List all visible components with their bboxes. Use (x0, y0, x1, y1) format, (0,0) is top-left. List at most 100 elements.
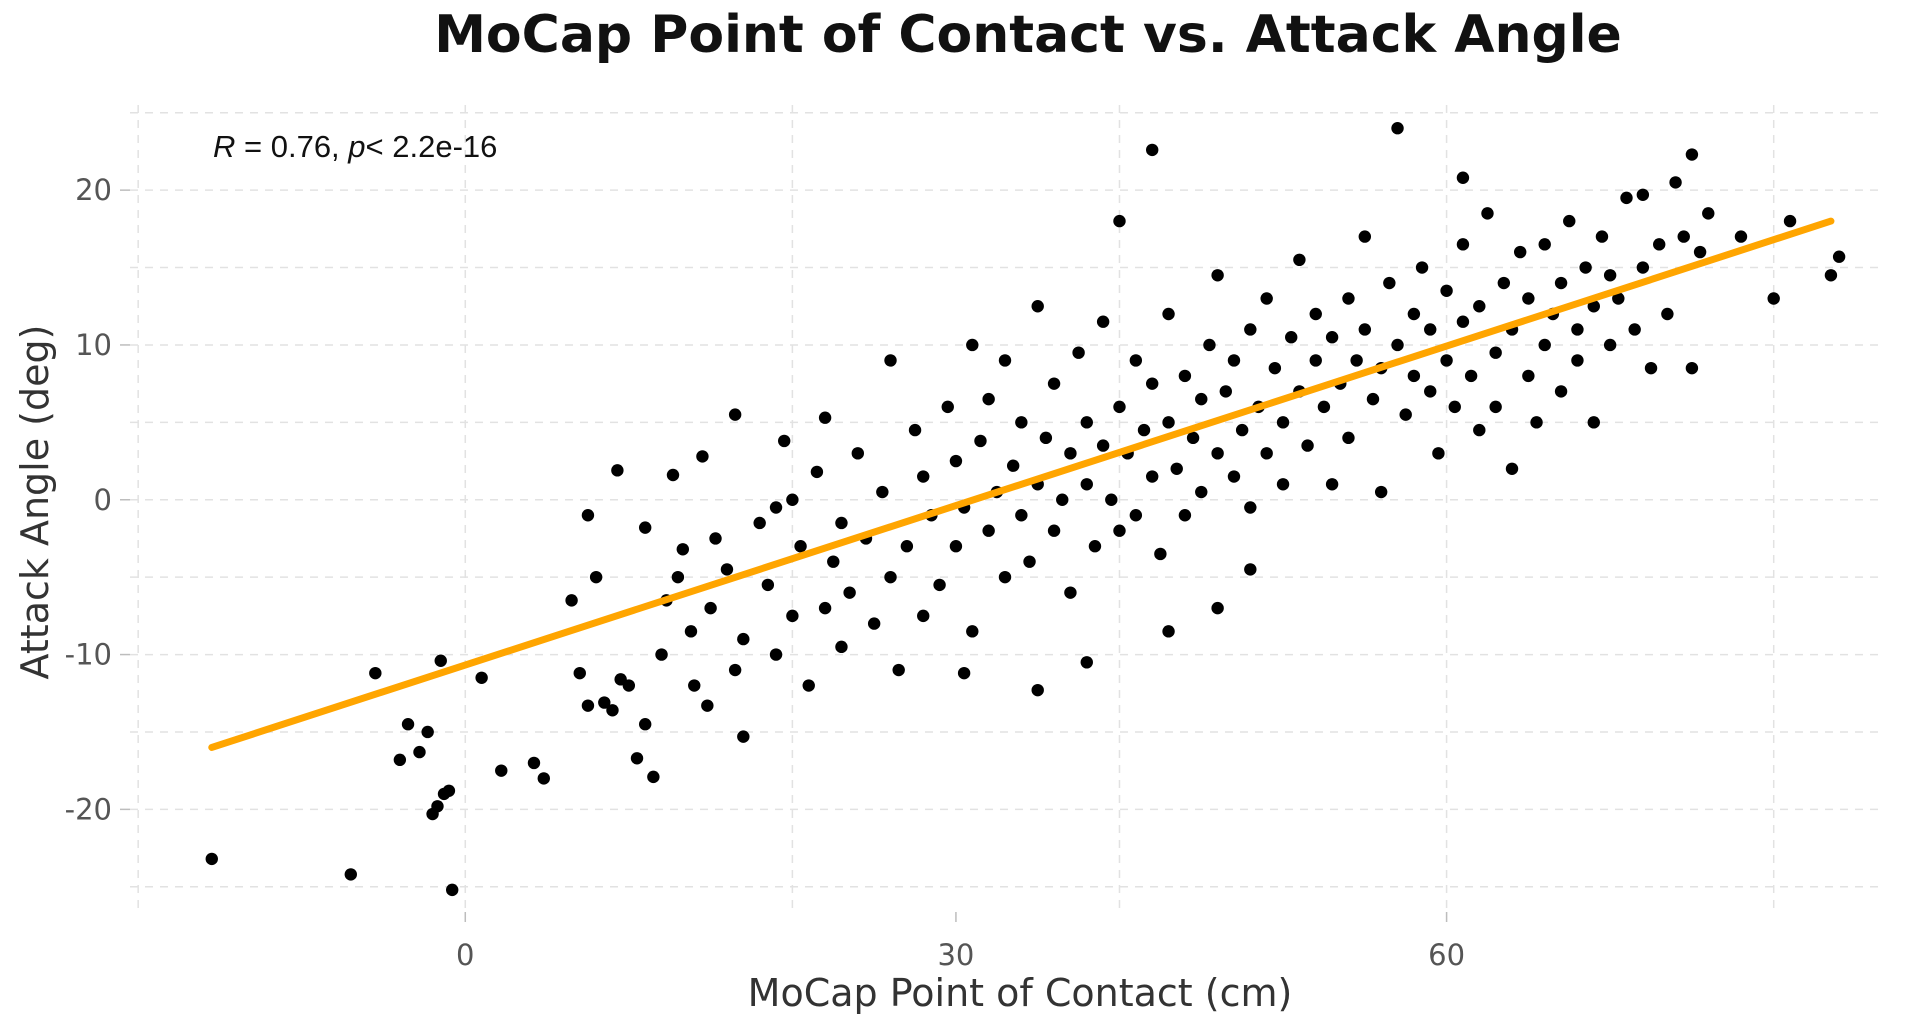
data-point (1440, 354, 1453, 367)
data-point (917, 470, 930, 483)
data-point (941, 400, 954, 414)
data-point (1113, 524, 1126, 537)
data-point (1178, 369, 1192, 383)
data-point (1301, 439, 1314, 452)
data-point (1350, 354, 1363, 367)
data-point (802, 679, 815, 692)
x-tick-label: 30 (937, 938, 974, 972)
data-point (1571, 323, 1584, 336)
data-point (1579, 261, 1592, 274)
data-point (1415, 261, 1429, 274)
y-tick-label: -10 (65, 638, 112, 672)
data-point (1162, 625, 1175, 638)
data-point (1424, 323, 1437, 336)
data-point (761, 578, 775, 592)
data-point (737, 730, 750, 743)
data-point (1145, 377, 1159, 390)
x-tick-label: 0 (456, 938, 474, 972)
data-point (1424, 385, 1437, 398)
data-point (737, 632, 750, 646)
data-point (892, 663, 905, 677)
data-point (884, 354, 897, 367)
data-point (728, 663, 742, 677)
data-point (495, 764, 508, 777)
data-point (630, 752, 644, 765)
data-point (1464, 369, 1478, 383)
data-point (1293, 253, 1306, 267)
data-point (205, 852, 218, 866)
data-point (1538, 338, 1551, 352)
data-point (966, 338, 979, 352)
data-point (1440, 284, 1453, 297)
data-point (666, 468, 680, 482)
data-point (1113, 214, 1126, 228)
data-point (1407, 307, 1421, 321)
data-point (1653, 238, 1666, 251)
data-point (573, 666, 586, 680)
data-point (701, 699, 714, 712)
data-point (1628, 323, 1641, 336)
data-point (1603, 338, 1617, 352)
data-point (1088, 540, 1102, 553)
data-point (933, 578, 946, 592)
data-point (998, 354, 1012, 367)
data-point (949, 540, 963, 553)
data-point (393, 753, 407, 767)
y-axis-title: Attack Angle (deg) (13, 325, 57, 680)
data-point (1080, 416, 1093, 429)
data-point (1235, 423, 1249, 437)
data-point (1211, 601, 1224, 615)
data-point (1456, 238, 1470, 251)
data-point (704, 601, 717, 615)
data-point (684, 625, 698, 638)
data-point (1276, 478, 1290, 491)
data-point (1489, 346, 1502, 359)
data-point (1015, 509, 1028, 522)
data-point (1374, 485, 1388, 499)
data-point (867, 617, 881, 630)
data-point (421, 725, 434, 739)
data-point (1391, 122, 1404, 135)
data-point (1195, 485, 1208, 499)
data-point (1064, 447, 1077, 460)
data-point (1056, 493, 1069, 506)
data-point (1162, 416, 1175, 429)
data-point (622, 679, 636, 692)
data-point (1276, 416, 1290, 429)
data-point (638, 718, 652, 731)
data-point (1211, 269, 1224, 282)
data-point (1677, 230, 1690, 243)
data-point (606, 704, 619, 717)
data-point (794, 540, 807, 553)
data-point (1285, 331, 1298, 344)
data-point (818, 601, 832, 615)
data-point (1072, 346, 1085, 359)
regression-line (208, 217, 1835, 751)
data-point (1391, 338, 1404, 352)
r-value: = 0.76, (235, 129, 348, 164)
data-point (1783, 214, 1797, 228)
data-point (786, 609, 799, 623)
data-point (581, 699, 595, 712)
data-point (900, 540, 914, 553)
data-point (1227, 470, 1241, 483)
y-tick-label: 20 (75, 173, 112, 207)
data-point (1260, 447, 1273, 460)
data-point (1129, 354, 1143, 367)
x-axis: 0 30 60 (456, 912, 1465, 972)
data-point (1137, 423, 1151, 437)
data-point (598, 696, 611, 709)
data-point (434, 654, 447, 667)
data-point (1047, 377, 1061, 390)
data-point (413, 745, 426, 759)
data-point (1366, 392, 1380, 406)
data-point (1448, 400, 1461, 414)
p-symbol: p (347, 129, 365, 164)
data-point (908, 423, 922, 437)
data-point (445, 883, 459, 897)
data-point (369, 666, 382, 680)
data-point (1530, 416, 1543, 429)
data-point (1195, 392, 1208, 406)
data-point (1407, 369, 1421, 383)
